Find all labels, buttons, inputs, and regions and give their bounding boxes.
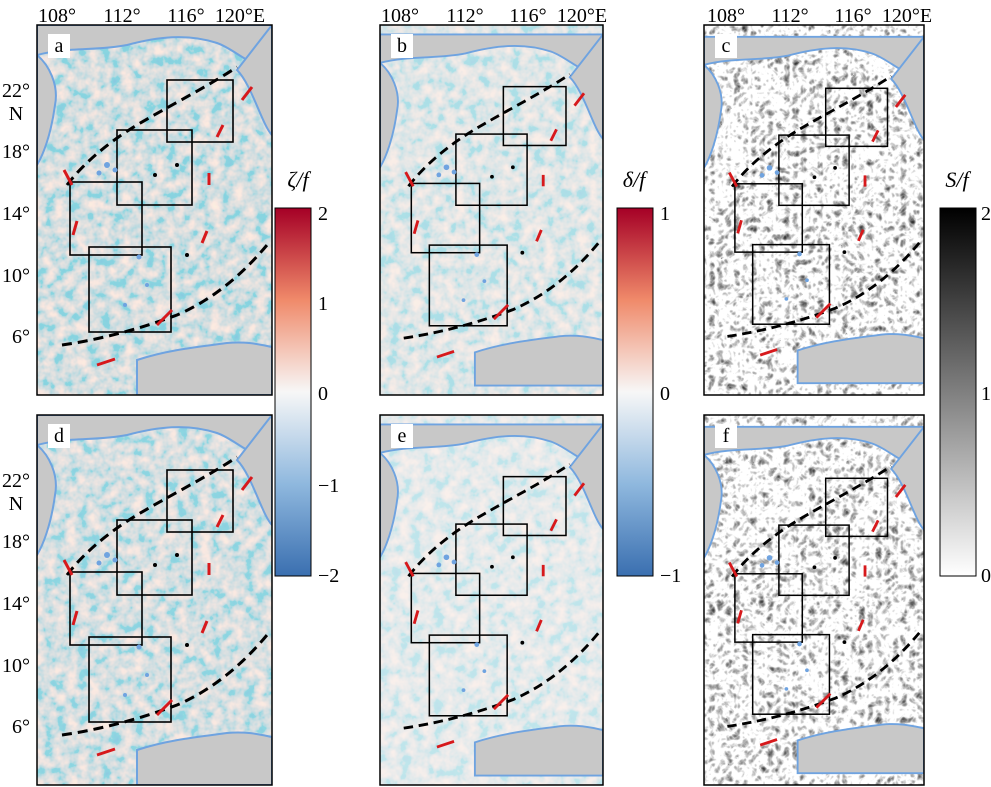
lon-tick-112-c: 112° bbox=[771, 5, 808, 27]
lat-tick-18-bottom: 18° bbox=[2, 531, 30, 553]
lon-tick-120-a: 120°E bbox=[215, 5, 265, 27]
lat-tick-14-bottom: 14° bbox=[2, 593, 30, 615]
lat-tick-22-bottom: 22° bbox=[2, 470, 30, 492]
left-axis-labels-top: 22° N 18° 14° 10° 6° bbox=[2, 80, 30, 348]
vorticity-tick-neg2: −2 bbox=[318, 565, 339, 587]
lat-tick-14-top: 14° bbox=[2, 203, 30, 225]
divergence-tick-neg1: −1 bbox=[660, 565, 681, 587]
lat-tick-6-bottom: 6° bbox=[12, 716, 30, 738]
strain-tick-2: 2 bbox=[981, 203, 991, 225]
lon-tick-108-c: 108° bbox=[707, 5, 745, 27]
panel-label-e: e bbox=[398, 425, 407, 447]
lon-tick-112-b: 112° bbox=[446, 5, 483, 27]
map-panel-d: d bbox=[36, 414, 273, 786]
panel-label-d: d bbox=[54, 425, 64, 447]
lat-tick-18-top: 18° bbox=[2, 141, 30, 163]
lon-tick-108-b: 108° bbox=[381, 5, 419, 27]
panel-label-f: f bbox=[723, 425, 730, 447]
divergence-tick-0: 0 bbox=[660, 383, 670, 405]
colorbar-divergence-title: δ/f bbox=[623, 167, 648, 192]
panel-label-a: a bbox=[55, 35, 64, 57]
north-label-bottom: N bbox=[9, 493, 23, 515]
colorbar-strain: S/f 2 1 0 bbox=[939, 167, 991, 587]
panel-label-c: c bbox=[722, 35, 731, 57]
lon-tick-108-a: 108° bbox=[38, 5, 76, 27]
map-panel-c: c bbox=[703, 24, 925, 396]
colorbar-vorticity: ζ/f 2 1 0 −1 −2 bbox=[274, 167, 339, 587]
left-axis-labels-bottom: 22° N 18° 14° 10° 6° bbox=[2, 470, 30, 738]
lon-tick-120-b: 120°E bbox=[557, 5, 607, 27]
lon-tick-116-a: 116° bbox=[167, 5, 204, 27]
divergence-tick-1: 1 bbox=[660, 203, 670, 225]
strain-tick-1: 1 bbox=[981, 383, 991, 405]
lat-tick-10-top: 10° bbox=[2, 265, 30, 287]
lat-tick-22-top: 22° bbox=[2, 80, 30, 102]
vorticity-tick-2: 2 bbox=[318, 203, 328, 225]
map-panel-f: f bbox=[703, 414, 925, 786]
colorbar-divergence: δ/f 1 0 −1 bbox=[616, 167, 681, 587]
map-panel-a: a bbox=[36, 24, 273, 396]
lon-tick-112-a: 112° bbox=[103, 5, 140, 27]
colorbar-strain-title: S/f bbox=[945, 167, 971, 192]
top-axis-labels: 108° 112° 116° 120°E 108° 112° 116° 120°… bbox=[38, 5, 932, 27]
vorticity-tick-neg1: −1 bbox=[318, 475, 339, 497]
strain-tick-0: 0 bbox=[981, 565, 991, 587]
panel-label-b: b bbox=[397, 35, 407, 57]
vorticity-tick-1: 1 bbox=[318, 293, 328, 315]
lon-tick-116-c: 116° bbox=[834, 5, 871, 27]
lon-tick-120-c: 120°E bbox=[882, 5, 932, 27]
vorticity-tick-0: 0 bbox=[318, 383, 328, 405]
colorbar-vorticity-title: ζ/f bbox=[287, 167, 311, 192]
north-label-top: N bbox=[9, 103, 23, 125]
lon-tick-116-b: 116° bbox=[509, 5, 546, 27]
map-panel-b: b bbox=[379, 24, 604, 396]
map-panel-e: e bbox=[379, 414, 604, 786]
lat-tick-10-bottom: 10° bbox=[2, 655, 30, 677]
lat-tick-6-top: 6° bbox=[12, 326, 30, 348]
